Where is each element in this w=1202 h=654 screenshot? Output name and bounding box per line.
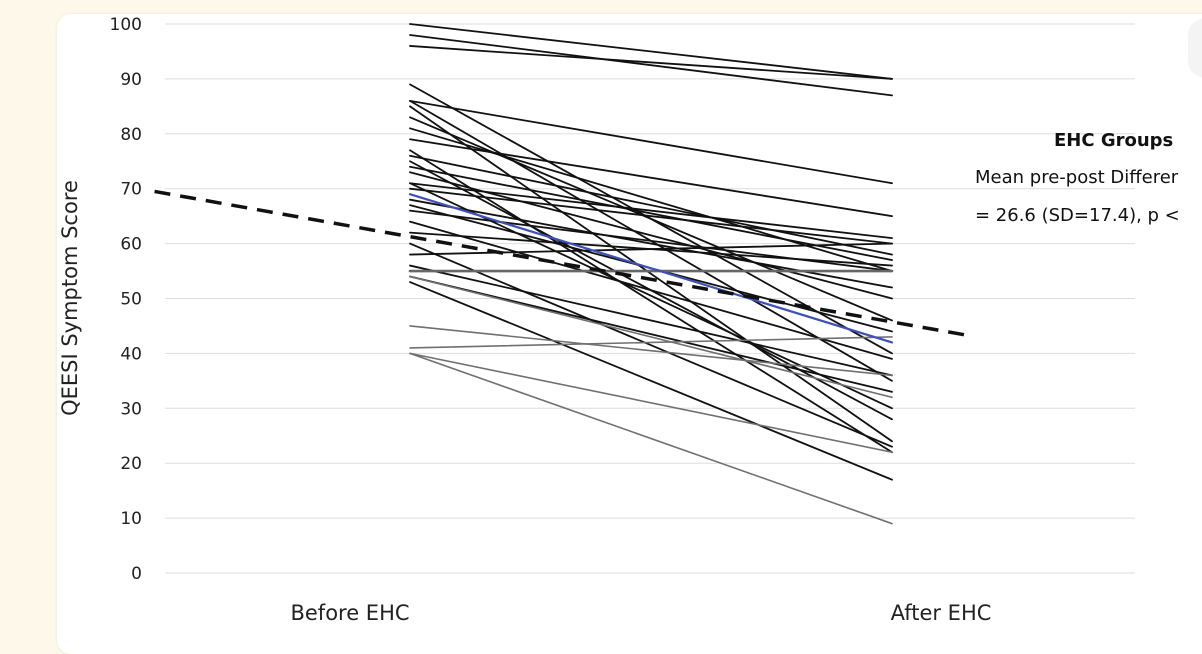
grid bbox=[165, 23, 1135, 574]
series-line bbox=[409, 45, 893, 80]
series-line bbox=[409, 149, 893, 454]
y-tick-label: 90 bbox=[120, 70, 142, 90]
series-line bbox=[409, 165, 893, 261]
series-line bbox=[409, 23, 893, 80]
series-line bbox=[409, 171, 893, 300]
series-line bbox=[409, 275, 893, 399]
x-category-label: Before EHC bbox=[290, 601, 409, 625]
series-line bbox=[409, 242, 893, 448]
mean-trend-line bbox=[154, 189, 965, 337]
y-tick-label: 60 bbox=[120, 235, 142, 255]
series-line bbox=[409, 154, 893, 256]
series-line bbox=[409, 138, 893, 218]
y-axis-label: QEESI Symptom Score bbox=[58, 180, 82, 416]
series-line bbox=[409, 352, 893, 525]
series-line bbox=[409, 182, 893, 240]
series-line bbox=[409, 34, 893, 97]
series-line bbox=[409, 281, 893, 481]
y-tick-label: 0 bbox=[131, 564, 142, 584]
series-line bbox=[409, 105, 893, 443]
y-tick-label: 10 bbox=[120, 509, 142, 529]
series-line bbox=[408, 193, 894, 344]
series-line bbox=[409, 336, 893, 349]
x-categories: Before EHC After EHC bbox=[290, 601, 991, 625]
series-lines bbox=[408, 23, 894, 525]
series-line bbox=[409, 209, 893, 272]
series-line bbox=[409, 220, 893, 360]
series-line bbox=[409, 325, 893, 377]
legend-line-2: = 26.6 (SD=17.4), p < bbox=[975, 205, 1180, 226]
x-category-label: After EHC bbox=[891, 601, 992, 625]
scroll-handle[interactable] bbox=[1188, 18, 1202, 78]
series-line bbox=[409, 352, 893, 454]
y-tick-label: 70 bbox=[120, 180, 142, 200]
y-tick-label: 40 bbox=[120, 344, 142, 364]
series-line bbox=[409, 99, 893, 185]
y-tick-label: 30 bbox=[120, 399, 142, 419]
trend-line bbox=[154, 189, 965, 337]
series-line bbox=[409, 198, 893, 289]
series-line bbox=[409, 187, 893, 245]
series-line bbox=[409, 275, 893, 393]
legend-title: EHC Groups bbox=[1054, 130, 1173, 151]
chart-card bbox=[57, 14, 1202, 654]
series-line bbox=[409, 264, 893, 377]
series-line bbox=[409, 242, 893, 256]
y-tick-label: 20 bbox=[120, 454, 142, 474]
y-tick-label: 80 bbox=[120, 125, 142, 145]
y-ticks: 0 10 20 30 40 50 60 70 80 90 100 bbox=[110, 15, 142, 584]
y-tick-label: 50 bbox=[120, 290, 142, 310]
y-tick-label: 100 bbox=[110, 15, 142, 35]
legend-line-1: Mean pre-post Differer bbox=[975, 167, 1179, 188]
